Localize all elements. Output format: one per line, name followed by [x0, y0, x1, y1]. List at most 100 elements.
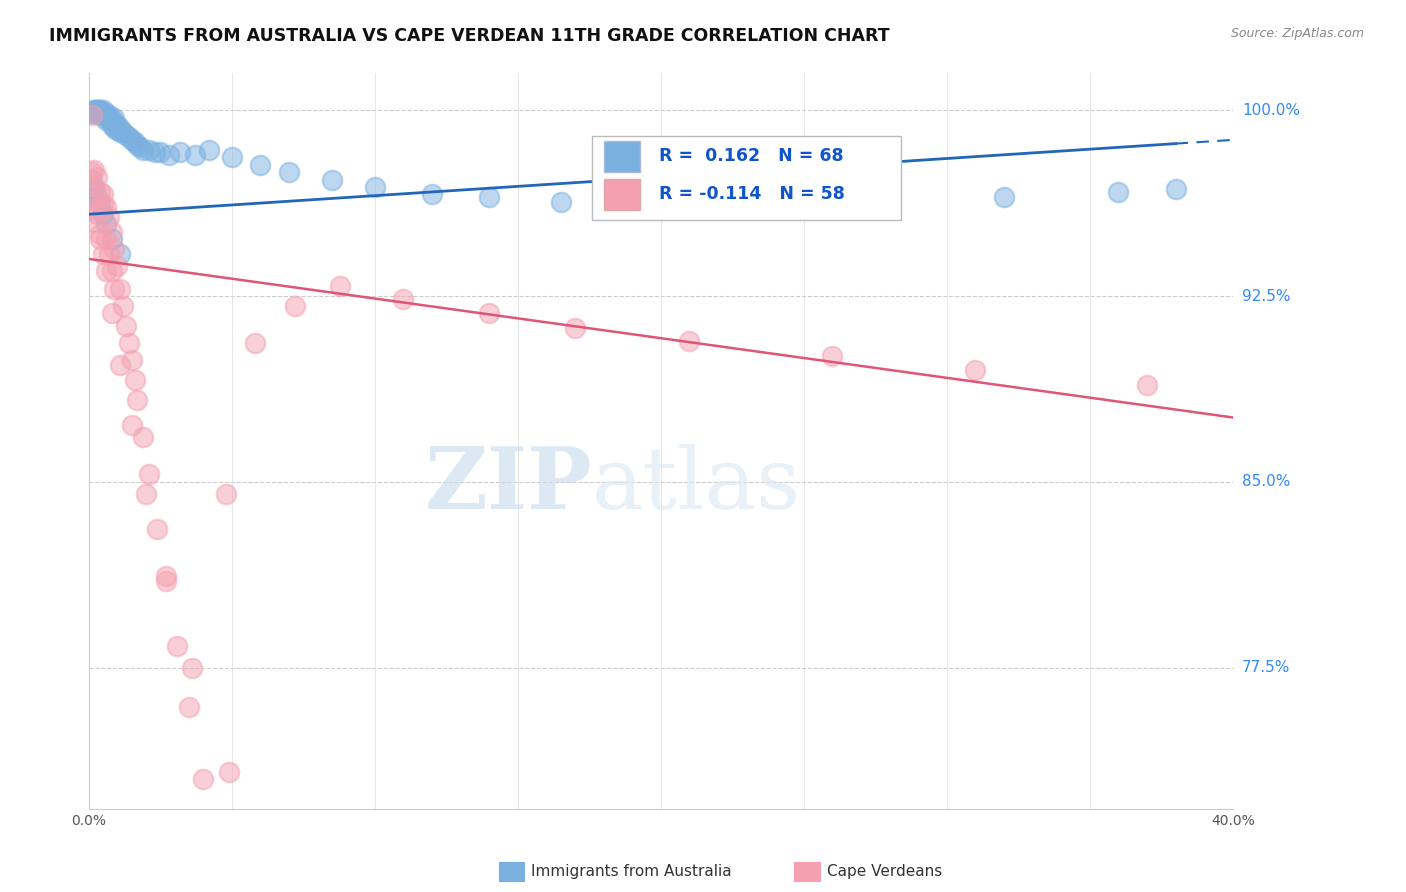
Point: [146, 522, 169, 536]
Text: ZIP: ZIP: [425, 443, 592, 527]
Point: [86, 170, 108, 185]
Point: [94, 217, 117, 231]
Point: [100, 264, 122, 278]
Point: [83, 180, 105, 194]
Point: [91, 247, 114, 261]
Point: [83, 162, 105, 177]
Point: [91, 105, 114, 120]
Point: [89, 185, 111, 199]
Point: [94, 232, 117, 246]
Point: [89, 227, 111, 241]
Point: [105, 123, 128, 137]
Point: [678, 334, 700, 348]
Point: [124, 373, 146, 387]
Text: Source: ZipAtlas.com: Source: ZipAtlas.com: [1230, 27, 1364, 40]
Point: [993, 190, 1015, 204]
Text: 77.5%: 77.5%: [1241, 660, 1291, 675]
Point: [103, 120, 125, 135]
Point: [80, 172, 103, 186]
Text: R = -0.114   N = 58: R = -0.114 N = 58: [658, 186, 845, 203]
Point: [97, 111, 120, 125]
Point: [121, 133, 143, 147]
Point: [321, 172, 343, 186]
Point: [177, 700, 200, 714]
Point: [392, 292, 415, 306]
Text: R =  0.162   N = 68: R = 0.162 N = 68: [658, 147, 844, 165]
Point: [83, 182, 105, 196]
Point: [138, 467, 160, 482]
Point: [215, 487, 238, 501]
Point: [127, 393, 149, 408]
Point: [108, 359, 131, 373]
Point: [100, 306, 122, 320]
Point: [793, 194, 815, 209]
Point: [420, 187, 443, 202]
Point: [198, 143, 221, 157]
Point: [132, 430, 155, 444]
Point: [108, 282, 131, 296]
Point: [105, 260, 128, 274]
Point: [135, 487, 157, 501]
Point: [118, 130, 141, 145]
Point: [86, 103, 108, 117]
FancyBboxPatch shape: [592, 136, 901, 220]
Point: [97, 247, 120, 261]
Point: [100, 118, 122, 132]
Point: [183, 148, 205, 162]
Point: [1164, 182, 1187, 196]
Point: [155, 574, 177, 588]
Point: [166, 639, 188, 653]
Point: [621, 194, 644, 209]
Text: Cape Verdeans: Cape Verdeans: [827, 864, 942, 879]
Text: 85.0%: 85.0%: [1241, 475, 1291, 490]
Point: [965, 363, 987, 377]
Point: [86, 103, 108, 117]
Point: [121, 353, 143, 368]
Point: [879, 193, 901, 207]
Point: [94, 108, 117, 122]
Point: [89, 103, 111, 117]
Point: [284, 299, 307, 313]
Point: [86, 105, 108, 120]
Point: [127, 137, 149, 152]
Point: [94, 264, 117, 278]
Point: [100, 225, 122, 239]
Point: [86, 103, 108, 117]
Point: [149, 145, 172, 160]
Point: [91, 207, 114, 221]
Point: [89, 103, 111, 117]
Point: [89, 105, 111, 120]
Point: [103, 115, 125, 129]
Point: [91, 187, 114, 202]
Point: [191, 772, 214, 787]
Point: [100, 113, 122, 128]
Bar: [603, 179, 640, 210]
Point: [94, 113, 117, 128]
Point: [221, 150, 243, 164]
Point: [94, 200, 117, 214]
Point: [124, 136, 146, 150]
Point: [180, 661, 202, 675]
Point: [91, 108, 114, 122]
Point: [1136, 378, 1159, 392]
Text: IMMIGRANTS FROM AUSTRALIA VS CAPE VERDEAN 11TH GRADE CORRELATION CHART: IMMIGRANTS FROM AUSTRALIA VS CAPE VERDEA…: [49, 27, 890, 45]
Point: [564, 321, 586, 335]
Point: [478, 306, 501, 320]
Point: [86, 207, 108, 221]
Point: [108, 126, 131, 140]
Point: [121, 417, 143, 432]
Point: [821, 349, 844, 363]
Point: [91, 197, 114, 211]
Point: [278, 165, 301, 179]
Point: [94, 105, 117, 120]
Bar: [603, 141, 640, 171]
Point: [157, 148, 180, 162]
Point: [249, 158, 271, 172]
Text: Immigrants from Australia: Immigrants from Australia: [531, 864, 733, 879]
Point: [155, 569, 177, 583]
Point: [89, 108, 111, 122]
Point: [105, 118, 128, 132]
Point: [91, 103, 114, 117]
Point: [707, 200, 730, 214]
Point: [108, 120, 131, 135]
